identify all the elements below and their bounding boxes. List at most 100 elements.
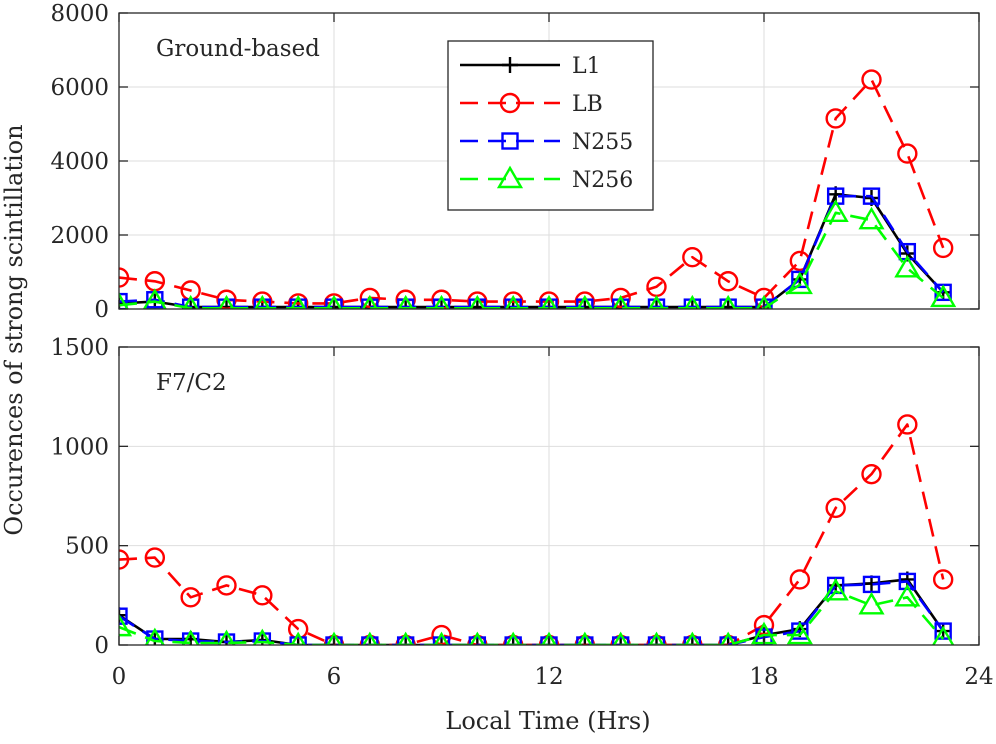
data-point-lb: [861, 69, 882, 90]
series-line-n255: [119, 194, 945, 309]
data-point-lb: [119, 267, 130, 288]
data-point-lb: [502, 291, 524, 309]
y-tick-label: 2000: [50, 223, 109, 249]
legend-label: L1: [572, 54, 601, 79]
data-point-n256: [142, 288, 167, 309]
legend-marker: [502, 57, 518, 73]
data-point-lb: [789, 569, 811, 590]
data-point-lb: [323, 293, 345, 309]
data-point-n256: [577, 631, 593, 645]
data-point-lb: [682, 247, 703, 268]
y-tick-label: 6000: [50, 75, 109, 101]
data-point-n256: [182, 294, 199, 309]
data-point-lb: [825, 497, 846, 519]
data-point-n255: [468, 636, 487, 645]
data-point-lb: [287, 293, 309, 309]
series-lb: [119, 414, 954, 645]
x-tick-label: 18: [749, 664, 778, 690]
data-point-n255: [504, 636, 522, 645]
data-point-lb: [932, 569, 954, 590]
y-tick-label: 4000: [50, 149, 109, 175]
data-point-lb: [538, 291, 560, 309]
legend-item-n255: N255: [460, 130, 633, 155]
data-point-n255: [576, 636, 594, 645]
data-point-n256: [362, 631, 378, 645]
data-point-n256: [648, 294, 665, 309]
data-point-lb: [932, 237, 954, 259]
data-point-l1: [576, 637, 593, 645]
data-point-n256: [433, 631, 450, 645]
data-point-l1: [397, 637, 414, 645]
data-point-n255: [432, 636, 451, 645]
data-point-n256: [719, 294, 737, 309]
x-tick-label: 6: [327, 664, 342, 690]
x-tick-label: 12: [534, 664, 563, 690]
data-point-n256: [786, 621, 813, 645]
data-point-n256: [822, 199, 849, 222]
data-point-l1: [684, 637, 701, 645]
data-point-l1: [433, 637, 450, 645]
data-point-lb: [252, 585, 273, 606]
data-point-n256: [254, 294, 271, 309]
data-point-n255: [289, 636, 307, 645]
panel-ground-based: 0 2000 4000 6000 8000 Ground-based: [50, 1, 980, 323]
data-point-n256: [755, 294, 773, 309]
legend-marker: [496, 165, 524, 189]
data-point-n256: [325, 294, 343, 309]
data-point-n255: [862, 187, 881, 205]
data-point-lb: [252, 291, 273, 309]
data-point-n256: [576, 294, 594, 309]
y-tick-label: 500: [65, 534, 109, 560]
data-point-n256: [541, 631, 557, 645]
data-point-n256: [217, 629, 236, 645]
data-point-n256: [504, 294, 522, 309]
data-point-n256: [252, 628, 272, 645]
data-point-l1: [505, 637, 522, 645]
data-point-n256: [894, 583, 921, 607]
legend-label: N256: [572, 168, 633, 193]
legend-item-lb: LB: [460, 92, 603, 117]
series-n255: [119, 572, 952, 645]
series-n256: [119, 199, 957, 309]
data-point-l1: [648, 637, 665, 645]
data-point-n256: [858, 591, 885, 615]
legend-marker: [501, 132, 519, 150]
y-tick-label: 1000: [50, 434, 109, 460]
data-point-n256: [397, 631, 414, 645]
data-point-lb: [717, 271, 739, 292]
legend-label: LB: [572, 92, 603, 117]
data-point-n256: [786, 271, 813, 295]
data-point-n256: [612, 294, 629, 309]
legend-marker: [499, 92, 521, 114]
data-point-n256: [720, 631, 736, 645]
data-point-lb: [574, 291, 596, 309]
data-point-lb: [467, 291, 488, 309]
panel-label: F7/C2: [156, 370, 227, 396]
legend-box: [447, 40, 654, 211]
data-point-n256: [397, 294, 414, 309]
data-point-n256: [181, 629, 200, 645]
series-line-lb: [119, 423, 945, 645]
panel-label: Ground-based: [156, 36, 320, 62]
data-point-n256: [433, 294, 450, 309]
data-point-n256: [684, 294, 701, 309]
data-point-n256: [290, 631, 306, 645]
data-point-n256: [119, 291, 129, 309]
data-point-n256: [894, 254, 921, 278]
data-point-n256: [931, 625, 955, 645]
data-point-lb: [897, 143, 918, 164]
data-point-n255: [647, 636, 666, 645]
data-point-n256: [144, 627, 165, 645]
data-point-n255: [683, 636, 702, 645]
y-tick-label: 0: [94, 633, 109, 659]
data-point-l1: [720, 637, 737, 645]
data-point-n256: [289, 294, 307, 309]
legend: L1 LB N255 N256: [447, 40, 654, 211]
data-point-n256: [858, 206, 885, 230]
legend-item-l1: L1: [460, 54, 601, 79]
data-point-lb: [180, 587, 201, 608]
data-point-n255: [119, 607, 128, 625]
data-point-lb: [216, 575, 237, 596]
data-point-lb: [144, 547, 166, 568]
data-point-n256: [822, 577, 849, 601]
